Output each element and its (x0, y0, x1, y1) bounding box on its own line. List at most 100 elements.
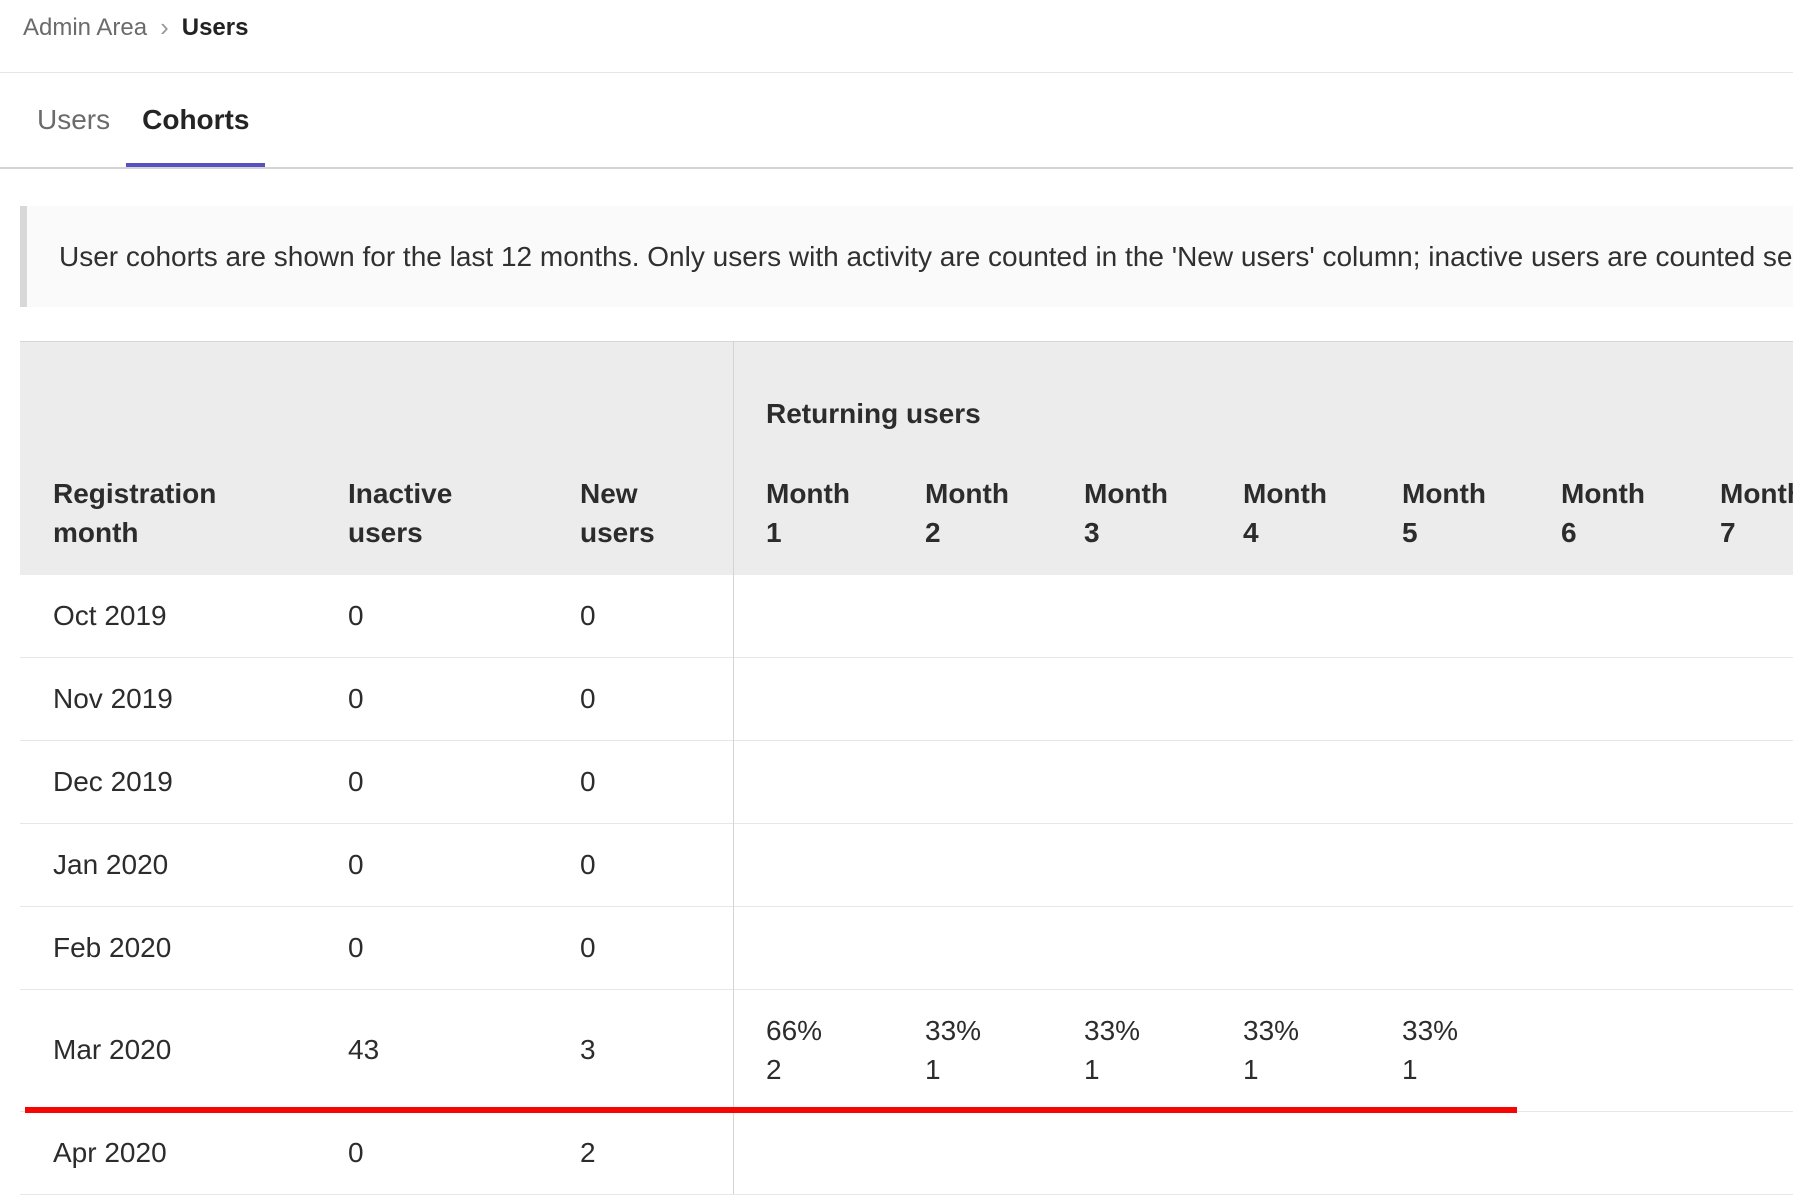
cohorts-info-banner: User cohorts are shown for the last 12 m… (20, 206, 1793, 307)
red-annotation-line (25, 1107, 1517, 1113)
column-header-month-3: Month 3 (1051, 473, 1210, 575)
returning-month-4-cell (1210, 823, 1369, 907)
new-users-cell: 0 (580, 574, 733, 658)
returning-month-2-cell (892, 823, 1051, 907)
inactive-users-cell: 43 (348, 989, 580, 1112)
cohorts-info-text: User cohorts are shown for the last 12 m… (59, 240, 1793, 272)
new-users-cell: 3 (580, 989, 733, 1112)
registration-month-cell: Dec 2019 (20, 740, 348, 824)
registration-month-cell: Oct 2019 (20, 574, 348, 658)
registration-month-cell: Jan 2020 (20, 823, 348, 907)
returning-month-6-cell (1528, 740, 1687, 824)
tab-bar: Users Cohorts (0, 73, 1793, 169)
column-header-month-1: Month 1 (733, 473, 892, 575)
returning-month-7-cell (1687, 574, 1793, 658)
returning-month-5-cell (1369, 740, 1528, 824)
returning-month-6-cell (1528, 906, 1687, 990)
new-users-cell: 0 (580, 740, 733, 824)
returning-month-3-cell: 33% 1 (1051, 989, 1210, 1112)
inactive-users-cell: 0 (348, 1111, 580, 1195)
tab-users[interactable]: Users (21, 73, 126, 167)
table-row-mar-2020: Mar 2020 43 3 66% 2 33% 1 33% 1 33% 1 33% 1 (20, 989, 1793, 1112)
inactive-users-cell: 0 (348, 574, 580, 658)
returning-month-2-cell (892, 906, 1051, 990)
returning-users-column-divider (733, 341, 734, 1194)
column-header-month-2: Month 2 (892, 473, 1051, 575)
returning-month-7-cell (1687, 823, 1793, 907)
returning-month-7-cell (1687, 1111, 1793, 1195)
returning-month-3-cell (1051, 1111, 1210, 1195)
breadcrumb-current-users[interactable]: Users (181, 14, 249, 41)
tab-cohorts-label: Cohorts (142, 104, 250, 135)
returning-month-2-cell (892, 740, 1051, 824)
returning-month-3-cell (1051, 657, 1210, 741)
registration-month-cell: Feb 2020 (20, 906, 348, 990)
returning-month-6-cell (1528, 1111, 1687, 1195)
tab-users-label: Users (37, 104, 111, 135)
returning-month-6-cell (1528, 657, 1687, 741)
returning-month-6-cell (1528, 574, 1687, 658)
breadcrumb: Admin Area › Users (0, 0, 1793, 73)
returning-month-6-cell (1528, 989, 1687, 1112)
returning-month-4-cell (1210, 906, 1369, 990)
cohorts-table-wrap: Registration month Inactive users New user… (0, 341, 1793, 1195)
returning-month-3-cell (1051, 574, 1210, 658)
column-header-inactive: Inactive users (348, 341, 580, 575)
returning-month-5-cell: 33% 1 (1369, 989, 1528, 1112)
returning-month-5-cell (1369, 1111, 1528, 1195)
returning-month-1-cell (733, 740, 892, 824)
registration-month-cell: Mar 2020 (20, 989, 348, 1112)
new-users-cell: 0 (580, 906, 733, 990)
returning-month-2-cell (892, 657, 1051, 741)
table-row-dec-2019: Dec 2019 0 0 (20, 740, 1793, 824)
inactive-users-cell: 0 (348, 906, 580, 990)
returning-month-4-cell: 33% 1 (1210, 989, 1369, 1112)
returning-users-group-header: Returning users (733, 341, 1793, 474)
returning-month-1-cell (733, 906, 892, 990)
returning-month-7-cell (1687, 657, 1793, 741)
new-users-cell: 0 (580, 823, 733, 907)
returning-month-1-cell (733, 574, 892, 658)
returning-month-7-cell (1687, 740, 1793, 824)
breadcrumb-link-admin-area[interactable]: Admin Area (23, 14, 148, 41)
returning-month-5-cell (1369, 906, 1528, 990)
returning-month-3-cell (1051, 740, 1210, 824)
returning-month-7-cell (1687, 989, 1793, 1112)
returning-month-5-cell (1369, 823, 1528, 907)
column-header-month-5: Month 5 (1369, 473, 1528, 575)
column-header-month-6: Month 6 (1528, 473, 1687, 575)
returning-month-5-cell (1369, 657, 1528, 741)
inactive-users-cell: 0 (348, 740, 580, 824)
table-row-nov-2019: Nov 2019 0 0 (20, 657, 1793, 741)
column-header-registration: Registration month (20, 341, 348, 575)
returning-month-1-cell (733, 1111, 892, 1195)
returning-month-4-cell (1210, 740, 1369, 824)
returning-month-4-cell (1210, 657, 1369, 741)
returning-month-5-cell (1369, 574, 1528, 658)
returning-month-3-cell (1051, 906, 1210, 990)
returning-month-4-cell (1210, 1111, 1369, 1195)
column-header-month-7: Month 7 (1687, 473, 1793, 575)
registration-month-cell: Nov 2019 (20, 657, 348, 741)
returning-month-1-cell (733, 657, 892, 741)
breadcrumb-chevron-icon: › (160, 12, 169, 42)
table-row-apr-2020: Apr 2020 0 2 (20, 1111, 1793, 1195)
inactive-users-cell: 0 (348, 657, 580, 741)
returning-month-1-cell (733, 823, 892, 907)
cohorts-table: Registration month Inactive users New user… (20, 341, 1793, 1195)
returning-month-3-cell (1051, 823, 1210, 907)
new-users-cell: 0 (580, 657, 733, 741)
returning-month-1-cell: 66% 2 (733, 989, 892, 1112)
table-row-oct-2019: Oct 2019 0 0 (20, 574, 1793, 658)
table-row-feb-2020: Feb 2020 0 0 (20, 906, 1793, 990)
inactive-users-cell: 0 (348, 823, 580, 907)
returning-month-2-cell (892, 1111, 1051, 1195)
column-header-month-4: Month 4 (1210, 473, 1369, 575)
registration-month-cell: Apr 2020 (20, 1111, 348, 1195)
new-users-cell: 2 (580, 1111, 733, 1195)
tab-cohorts[interactable]: Cohorts (126, 73, 265, 167)
returning-month-7-cell (1687, 906, 1793, 990)
returning-month-2-cell: 33% 1 (892, 989, 1051, 1112)
table-row-jan-2020: Jan 2020 0 0 (20, 823, 1793, 907)
